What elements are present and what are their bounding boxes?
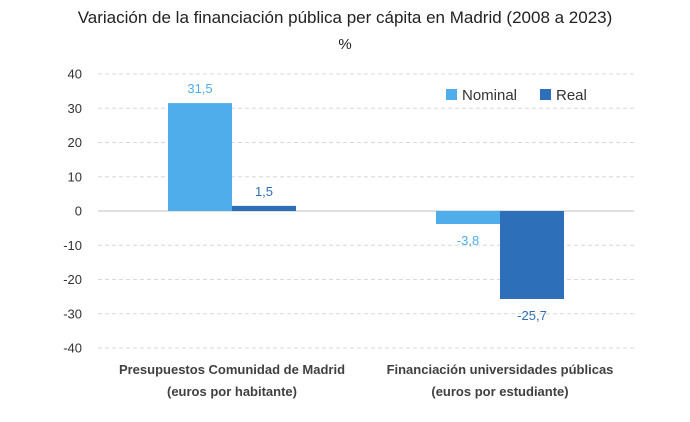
category-label: Financiación universidades públicas [387,362,614,377]
bar-real [500,211,564,300]
data-label: -3,8 [457,233,479,248]
y-tick-label: -40 [63,341,82,356]
category-label: (euros por habitante) [167,384,297,399]
chart-subtitle: % [338,36,352,53]
bar-nominal [168,103,232,211]
y-tick-label: 40 [68,67,82,82]
y-tick-label: 0 [75,204,82,219]
category-label: Presupuestos Comunidad de Madrid [119,362,345,377]
data-label: 1,5 [255,184,273,199]
y-tick-label: -10 [63,238,82,253]
chart-title: Variación de la financiación pública per… [77,8,613,27]
legend-label-nominal: Nominal [462,87,517,104]
y-tick-label: 30 [68,101,82,116]
legend: Nominal Real [446,87,587,104]
y-tick-label: 20 [68,135,82,150]
data-label: -25,7 [517,308,547,323]
legend-label-real: Real [556,87,587,104]
data-label: 31,5 [187,81,212,96]
legend-swatch-real [540,89,551,100]
y-tick-label: -30 [63,306,82,321]
category-labels: Presupuestos Comunidad de Madrid (euros p… [119,362,613,399]
y-axis-ticks: 40 30 20 10 0 -10 -20 -30 -40 [63,67,82,356]
legend-swatch-nominal [446,89,457,100]
y-tick-label: 10 [68,169,82,184]
data-labels: 31,5 1,5 -3,8 -25,7 [187,81,546,323]
category-label: (euros por estudiante) [431,384,568,399]
bar-real [232,205,296,211]
y-tick-label: -20 [63,272,82,287]
bar-nominal [436,211,500,225]
bars [168,103,564,300]
